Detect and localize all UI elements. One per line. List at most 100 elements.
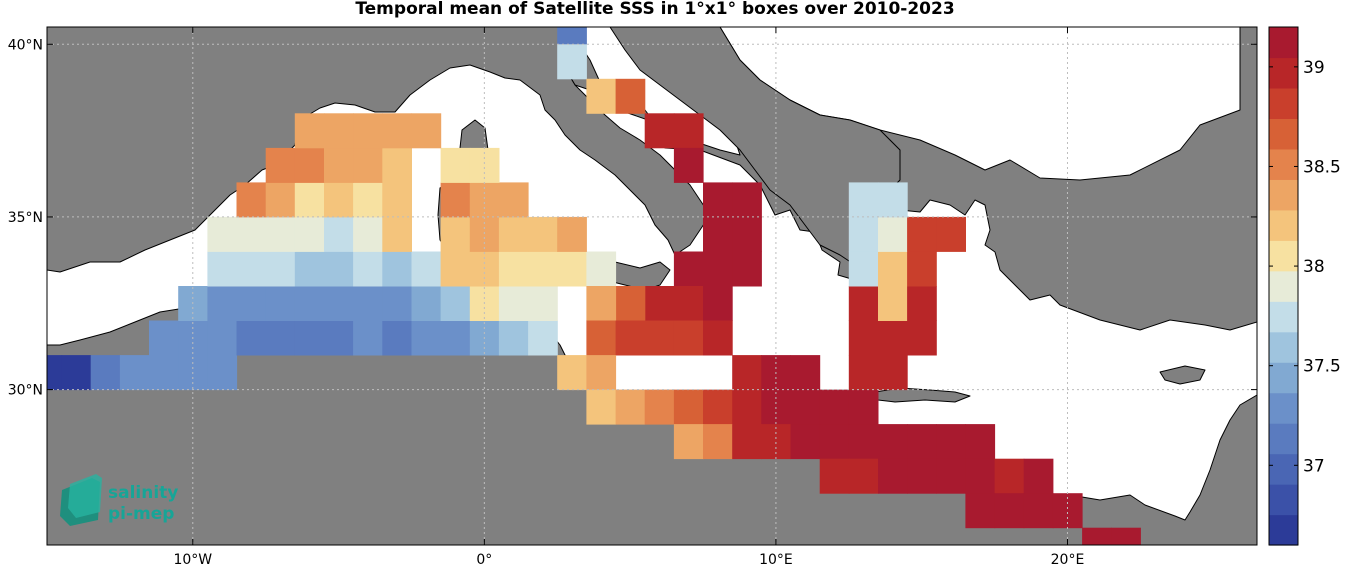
sss-cell: [790, 355, 821, 391]
sss-cell: [644, 389, 675, 425]
sss-cell: [878, 216, 908, 252]
y-tick-label: 40°N: [8, 37, 43, 53]
sss-cell: [90, 355, 121, 391]
cyprus: [1159, 365, 1206, 385]
colorbar-segment: [1269, 423, 1298, 455]
sss-cell: [907, 458, 937, 494]
sss-cell: [265, 147, 296, 183]
sss-cell: [994, 493, 1025, 529]
colorbar-segment: [1269, 453, 1298, 485]
sss-cell: [498, 286, 529, 321]
sss-cell: [324, 286, 354, 321]
sss-cell: [440, 216, 471, 252]
sss-cell: [353, 251, 383, 287]
sss-cell: [586, 251, 617, 287]
sss-cell: [878, 182, 908, 218]
sss-cell: [586, 286, 617, 321]
sss-cell: [557, 216, 587, 252]
colorbar-segment: [1269, 209, 1298, 241]
sss-cell: [382, 320, 412, 356]
sss-cell: [878, 424, 908, 460]
sss-cell: [907, 286, 937, 321]
sss-cell: [498, 320, 529, 356]
y-axis-ticks: 40°N 35°N 30°N: [8, 37, 1257, 399]
colorbar-segment: [1269, 514, 1298, 546]
sss-cell: [673, 320, 704, 356]
sss-cell: [236, 182, 267, 218]
sss-cell: [615, 78, 646, 114]
sss-cell: [732, 216, 762, 252]
sss-cell: [294, 251, 325, 287]
sss-cell: [440, 286, 471, 321]
logo-line2: pi-mep: [108, 504, 174, 524]
colorbar: 37 37.5 38 38.5 39: [1268, 26, 1341, 546]
sss-cell: [848, 320, 879, 356]
sss-cell: [848, 182, 879, 218]
sss-cell: [382, 182, 412, 218]
sss-cell: [1111, 527, 1141, 545]
sss-cell: [1023, 493, 1054, 529]
colorbar-segment: [1269, 118, 1298, 150]
sss-cell: [848, 251, 879, 287]
sss-cell: [703, 251, 733, 287]
sss-cell: [819, 389, 850, 425]
sss-cell: [440, 147, 471, 183]
sss-cell: [411, 320, 442, 356]
sss-cell: [411, 251, 442, 287]
sss-cell: [61, 355, 92, 391]
sss-cell: [324, 251, 354, 287]
sss-cell: [907, 320, 937, 356]
sss-cell: [207, 320, 238, 356]
plot-frame: [46, 26, 1258, 546]
sss-cell: [644, 320, 675, 356]
sss-cell: [294, 147, 325, 183]
sss-cell: [703, 424, 733, 460]
sss-cell: [557, 251, 587, 287]
sss-cell: [353, 216, 383, 252]
sss-cell: [848, 286, 879, 321]
colorbar-tick-label: 39: [1303, 58, 1325, 78]
sss-cell: [732, 389, 762, 425]
logo-emblem-layer-icon: [68, 474, 102, 518]
x-axis-ticks: 10°W 0° 10°E 20°E: [173, 27, 1084, 568]
iberia-france: [47, 27, 711, 273]
sss-cell: [498, 216, 529, 252]
sss-cell: [324, 113, 354, 149]
sss-cell: [907, 424, 937, 460]
sss-cell: [236, 320, 267, 356]
sss-cell: [790, 424, 821, 460]
sss-cell: [324, 320, 354, 356]
sss-cell: [644, 113, 675, 149]
sss-cell: [732, 424, 762, 460]
sss-cell: [673, 113, 704, 149]
crete: [874, 387, 971, 403]
colorbar-segment: [1269, 484, 1298, 516]
sss-cell: [703, 320, 733, 356]
sss-cell: [265, 286, 296, 321]
sss-cell: [440, 320, 471, 356]
sss-cell: [265, 320, 296, 356]
sss-cell: [236, 216, 267, 252]
sss-cell: [382, 251, 412, 287]
sss-cell: [732, 182, 762, 218]
y-tick-label: 35°N: [8, 210, 43, 226]
sss-cell: [47, 355, 63, 391]
sss-cell: [673, 251, 704, 287]
sss-cell: [878, 286, 908, 321]
sss-cell: [411, 113, 442, 149]
sss-cell: [586, 389, 617, 425]
graticule: [47, 27, 1257, 545]
sss-cell: [528, 320, 558, 356]
x-tick-label: 20°E: [1051, 552, 1085, 568]
sss-cell: [878, 251, 908, 287]
sss-cell: [907, 216, 937, 252]
sss-cell: [936, 458, 966, 494]
colorbar-tick-label: 38: [1303, 257, 1325, 277]
colorbar-segment: [1269, 362, 1298, 394]
sss-cell: [294, 286, 325, 321]
sss-cell: [353, 320, 383, 356]
sss-cell: [557, 355, 587, 391]
sss-cell: [878, 458, 908, 494]
colorbar-segment: [1269, 301, 1298, 333]
